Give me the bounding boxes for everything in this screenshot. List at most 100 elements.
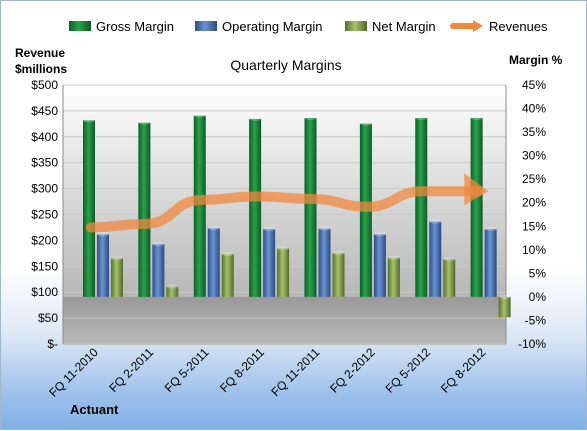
net-margin-bar-cap [166,284,179,289]
left-tick-label: $450 [31,104,58,118]
operating-margin-bar [97,234,109,297]
gross-margin-bar [470,117,483,297]
right-tick-label: 30% [522,149,546,163]
right-tick-label: -10% [518,337,546,351]
gross-margin-bar [193,115,206,297]
legend: Gross Margin Operating Margin Net Margin… [69,19,548,34]
operating-margin-bar-cap [263,227,276,232]
left-axis-label-line2: $millions [15,62,67,76]
axis-ticks: $- $50 $100 $150 $200 $250 $300 $350 $400 $450 $50… [31,78,546,351]
net-margin-bar-cap [111,256,123,261]
company-label: Actuant [70,402,119,417]
right-tick-label: 0% [529,290,547,304]
gross-margin-bar-cap [249,116,262,121]
left-tick-label: $50 [38,311,58,325]
legend-label-gross-margin: Gross Margin [96,19,174,34]
right-tick-label: 15% [522,219,546,233]
category-label: FQ 5-2012 [383,345,434,396]
operating-margin-bar-cap [429,219,442,224]
right-tick-label: 25% [522,172,546,186]
operating-margin-bar-cap [152,242,165,247]
operating-margin-bar [152,244,165,297]
operating-margin-bar [373,234,386,297]
legend-arrow-revenues [473,20,483,32]
operating-margin-bar-cap [97,232,109,237]
left-tick-label: $- [47,337,58,351]
left-tick-label: $150 [31,259,58,273]
gross-margin-bar-cap [138,120,151,125]
legend-label-revenues: Revenues [489,19,548,34]
net-margin-bar [277,248,290,297]
category-label: FQ 5-2011 [162,345,212,395]
gross-margin-bar-cap [359,121,372,126]
gross-margin-bar [415,117,428,297]
legend-label-operating-margin: Operating Margin [222,19,322,34]
left-tick-label: $200 [31,233,58,247]
chart-title: Quarterly Margins [230,57,341,73]
net-margin-bar-cap [498,294,511,299]
net-margin-bar [221,254,234,297]
gross-margin-bar [304,117,317,297]
net-margin-bar-cap [443,257,456,262]
right-tick-label: 40% [522,102,546,116]
net-margin-bar-cap [332,251,345,256]
operating-margin-bar [429,221,442,297]
net-margin-bar [498,296,511,318]
left-tick-label: $250 [31,208,58,222]
category-label: FQ 11-2011 [268,345,322,399]
left-tick-label: $400 [31,130,58,144]
left-tick-label: $100 [31,285,58,299]
right-tick-label: 5% [529,266,547,280]
category-label: FQ 11-2010 [46,345,101,400]
category-labels: FQ 11-2010 FQ 2-2011 FQ 5-2011 FQ 8-2011 FQ … [46,345,488,400]
left-tick-label: $500 [31,78,58,92]
revenue-line [85,173,489,233]
net-margin-bar [443,259,456,297]
operating-margin-bar [318,228,331,297]
legend-swatch-net-margin [345,21,367,31]
category-label: FQ 2-2012 [327,345,378,396]
gross-margin-bar-cap [304,115,317,120]
right-axis-label: Margin % [509,53,563,67]
net-margin-bar-cap [221,252,234,257]
net-margin-bar-cap [387,255,400,260]
left-tick-label: $300 [31,182,58,196]
legend-swatch-gross-margin [69,21,91,31]
right-tick-label: 10% [522,243,546,257]
operating-margin-bar [484,229,497,297]
category-label: FQ 8-2012 [438,345,489,396]
gross-margin-bar-cap [415,115,428,120]
gross-margin-bar [249,118,262,297]
net-margin-bar-cap [277,246,290,251]
net-margin-bar [332,253,345,297]
left-axis-label-line1: Revenue [15,46,65,60]
net-margin-bar [166,286,179,297]
gross-margin-bar-cap [193,113,206,118]
gross-margin-bar-cap [83,118,95,123]
operating-margin-bar-cap [318,226,331,231]
operating-margin-bar-cap [207,226,220,231]
gross-margin-bar-cap [470,115,483,120]
right-tick-label: 35% [522,125,546,139]
category-label: FQ 8-2011 [217,345,267,395]
net-margin-bar [111,258,123,297]
plot-floor [63,297,506,345]
operating-margin-bar-cap [484,227,497,232]
legend-swatch-operating-margin [195,21,217,31]
right-tick-label: 45% [522,78,546,92]
right-tick-label: -5% [525,313,547,327]
operating-margin-bar [207,228,220,297]
revenue-arrow-head [464,173,489,206]
left-tick-label: $350 [31,156,58,170]
legend-label-net-margin: Net Margin [372,19,436,34]
right-tick-label: 20% [522,196,546,210]
category-label: FQ 2-2011 [106,345,156,395]
gross-margin-bar [138,122,151,297]
operating-margin-bar-cap [373,232,386,237]
revenue-line-path [85,186,484,233]
operating-margin-bar [263,229,276,297]
net-margin-bar [387,257,400,297]
gross-margin-bar [83,120,95,297]
